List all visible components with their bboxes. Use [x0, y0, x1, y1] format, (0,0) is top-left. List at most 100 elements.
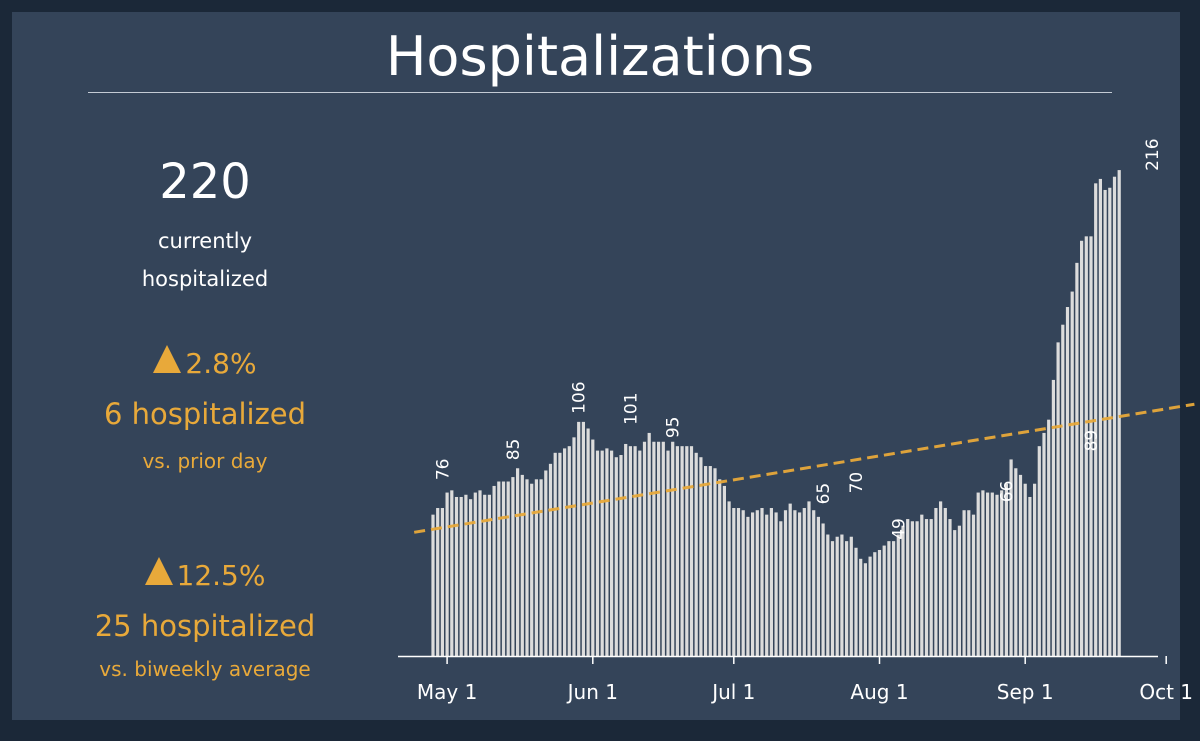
chart-bar: [962, 510, 966, 656]
chart-bar: [1042, 432, 1046, 656]
chart-bar: [600, 450, 604, 656]
chart-bar: [699, 457, 703, 656]
chart-bar: [652, 441, 656, 656]
chart-bar: [506, 481, 510, 656]
chart-bar: [675, 446, 679, 656]
chart-bar: [595, 450, 600, 656]
chart-bar: [882, 545, 886, 656]
title-divider: [88, 92, 1112, 93]
chart-bar: [1014, 468, 1018, 656]
chart-bar: [525, 479, 529, 656]
chart-bar: [807, 501, 811, 656]
biweekly-change-comparison: vs. biweekly average: [99, 657, 311, 681]
data-label: 66: [997, 481, 1017, 503]
chart-bar: [694, 452, 698, 656]
chart-bar: [680, 446, 684, 656]
chart-bar: [1037, 446, 1041, 656]
chart-bar: [741, 510, 745, 656]
chart-bar: [967, 510, 971, 656]
chart-bar: [915, 521, 919, 656]
chart-bar: [1065, 307, 1070, 656]
trend-line: [413, 402, 1195, 534]
chart-bar: [530, 483, 534, 656]
chart-bar: [986, 492, 990, 656]
chart-bar: [783, 510, 788, 656]
chart-bar: [1089, 236, 1093, 656]
chart-bar: [760, 508, 764, 656]
chart-bar: [591, 439, 595, 656]
chart-bar: [1056, 342, 1060, 656]
chart-bar: [548, 463, 553, 656]
chart-bar: [483, 494, 487, 656]
chart-bar: [995, 494, 999, 656]
chart-bar: [802, 508, 806, 656]
chart-bar: [849, 536, 853, 656]
chart-bar: [704, 466, 708, 656]
chart-bar: [1117, 170, 1121, 656]
chart-bar: [868, 556, 872, 656]
chart-bar: [689, 446, 694, 656]
chart-bar: [901, 525, 905, 656]
chart-bar: [497, 481, 501, 656]
chart-bar: [685, 446, 689, 656]
chart-bar: [666, 450, 670, 656]
chart-bar: [877, 549, 882, 656]
chart-bar: [736, 508, 741, 656]
chart-bar: [1033, 483, 1037, 656]
chart-bar: [981, 490, 985, 656]
chart-bar: [581, 421, 585, 656]
daily-change-comparison: vs. prior day: [142, 449, 268, 473]
x-tick-label: Aug 1: [850, 680, 908, 704]
chart-bar: [671, 441, 675, 656]
chart-bar: [1075, 262, 1079, 656]
x-tick-label: Jul 1: [710, 680, 755, 704]
chart-bar: [722, 485, 726, 656]
chart-bar: [633, 446, 637, 656]
chart-bar: [638, 450, 642, 656]
chart-bar: [718, 479, 722, 656]
chart-bar: [436, 508, 440, 656]
chart-bar: [769, 508, 773, 656]
data-label: 49: [889, 518, 909, 540]
chart-bar: [821, 523, 825, 656]
chart-bar: [1084, 236, 1088, 656]
chart-bar: [440, 508, 444, 656]
chart-bar: [1023, 483, 1027, 656]
chart-bar: [657, 441, 661, 656]
chart-bar: [487, 494, 491, 656]
chart-bar: [1051, 379, 1055, 656]
chart-bar: [450, 490, 454, 656]
chart-bar: [910, 521, 914, 656]
chart-bar: [539, 479, 543, 656]
chart-bar: [892, 541, 896, 656]
chart-bar: [628, 446, 632, 656]
chart-bar: [953, 530, 957, 656]
chart-bar: [929, 519, 933, 656]
triangle-up-icon: [153, 345, 182, 373]
chart-bar: [835, 536, 839, 656]
chart-bar: [1103, 189, 1107, 656]
daily-change-percent: 2.8%: [185, 347, 257, 380]
chart-bar: [1098, 178, 1102, 656]
data-label: 106: [570, 381, 590, 413]
chart-bar: [544, 470, 548, 656]
chart-bar: [816, 516, 820, 656]
chart-bar: [534, 479, 538, 656]
chart-bar: [779, 521, 783, 656]
chart-bar: [473, 492, 477, 656]
data-label: 101: [621, 392, 641, 424]
chart-bar: [939, 501, 943, 656]
chart-bar: [642, 441, 647, 656]
chart-bar: [605, 448, 609, 656]
chart-bar: [708, 466, 712, 656]
x-tick-label: Oct 1: [1139, 680, 1193, 704]
chart-bar: [1018, 474, 1023, 656]
chart-bar: [924, 519, 929, 656]
x-tick-label: May 1: [417, 680, 477, 704]
chart-bar: [934, 508, 938, 656]
chart-bar: [1108, 187, 1112, 656]
chart-bar: [845, 541, 849, 656]
chart-bar: [492, 485, 496, 656]
biweekly-change-percent: 12.5%: [176, 559, 266, 592]
